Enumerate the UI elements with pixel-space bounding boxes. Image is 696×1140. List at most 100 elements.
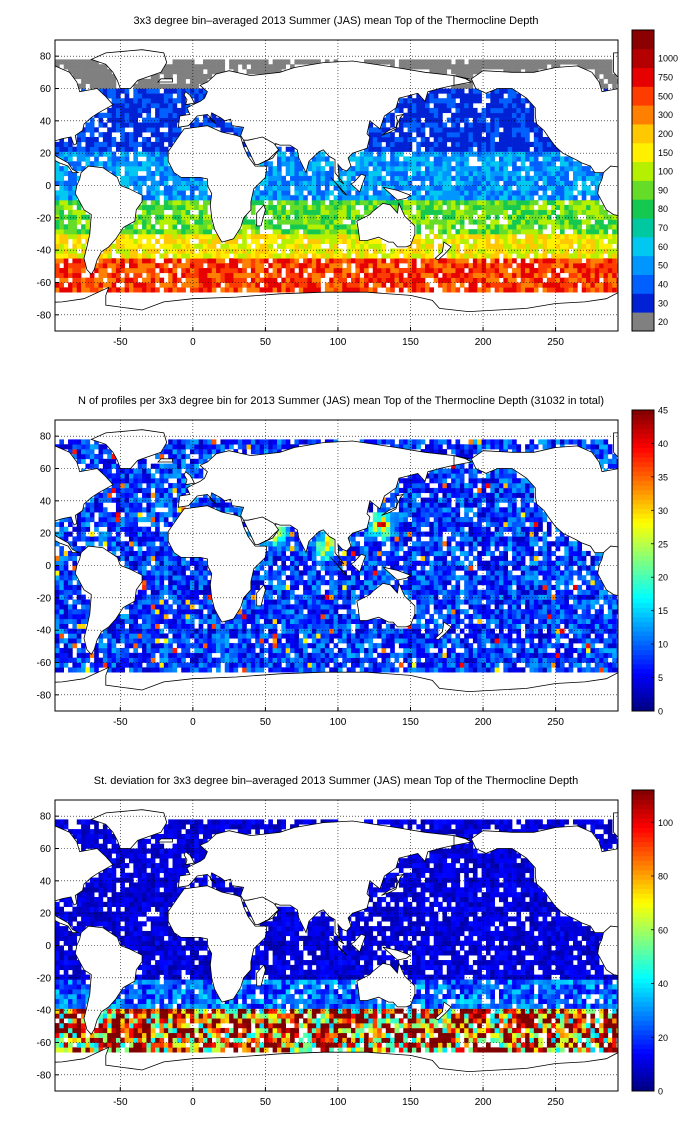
- data-cell: [181, 234, 186, 240]
- data-cell: [233, 267, 239, 274]
- data-cell: [76, 59, 82, 65]
- data-cell: [503, 229, 509, 235]
- data-cell: [564, 253, 569, 259]
- data-cell: [137, 78, 143, 84]
- data-cell: [237, 277, 243, 283]
- data-cell: [89, 287, 95, 293]
- data-cell: [311, 209, 317, 215]
- data-cell: [285, 195, 291, 201]
- data-cell: [464, 103, 469, 109]
- data-cell: [198, 180, 204, 186]
- data-cell: [129, 137, 134, 143]
- data-cell: [420, 103, 426, 109]
- data-cell: [72, 638, 78, 644]
- data-cell: [150, 541, 156, 547]
- data-cell: [616, 224, 618, 230]
- data-cell: [512, 141, 517, 147]
- data-cell: [368, 209, 374, 215]
- data-cell: [355, 243, 361, 249]
- data-cell: [72, 180, 78, 186]
- data-cell: [159, 166, 165, 172]
- data-cell: [76, 550, 82, 557]
- data-cell: [203, 638, 208, 644]
- data-cell: [420, 200, 426, 206]
- data-cell: [420, 195, 426, 201]
- data-cell: [63, 151, 69, 157]
- data-cell: [420, 185, 426, 191]
- data-cell: [89, 272, 95, 278]
- data-cell: [120, 175, 125, 181]
- data-cell: [146, 287, 152, 293]
- data-cell: [385, 137, 391, 143]
- data-cell: [425, 190, 430, 196]
- data-cell: [137, 229, 143, 235]
- data-cell: [464, 69, 469, 75]
- data-cell: [525, 229, 530, 235]
- data-cell: [159, 647, 165, 654]
- data-cell: [81, 546, 86, 552]
- data-cell: [163, 258, 169, 264]
- data-cell: [198, 272, 204, 278]
- data-cell: [272, 185, 278, 191]
- data-cell: [181, 64, 186, 70]
- data-cell: [324, 175, 330, 181]
- data-cell: [533, 200, 539, 206]
- data-cell: [185, 444, 191, 450]
- data-cell: [142, 609, 147, 615]
- data-cell: [616, 229, 618, 235]
- data-cell: [503, 258, 509, 264]
- data-cell: [181, 88, 186, 94]
- data-cell: [586, 59, 591, 65]
- data-cell: [189, 272, 195, 278]
- data-cell: [55, 570, 60, 576]
- data-cell: [142, 219, 147, 225]
- data-cell: [533, 243, 539, 249]
- data-cell: [603, 73, 609, 80]
- data-cell: [172, 623, 178, 629]
- data-cell: [603, 229, 609, 235]
- data-cell: [181, 204, 186, 211]
- data-cell: [155, 647, 160, 654]
- data-cell: [150, 253, 156, 259]
- y-tick-label: 60: [40, 84, 52, 95]
- data-cell: [277, 234, 282, 240]
- data-cell: [381, 190, 387, 196]
- data-cell: [311, 287, 317, 293]
- data-cell: [63, 272, 69, 278]
- data-cell: [546, 180, 552, 186]
- data-cell: [607, 258, 613, 264]
- data-cell: [142, 229, 147, 235]
- data-cell: [59, 604, 64, 610]
- data-cell: [142, 599, 147, 605]
- data-cell: [442, 69, 448, 75]
- data-cell: [81, 137, 86, 143]
- data-cell: [159, 277, 165, 283]
- data-cell: [451, 146, 456, 152]
- data-cell: [577, 258, 583, 264]
- data-cell: [451, 272, 456, 278]
- data-cell: [216, 117, 221, 123]
- data-cell: [150, 555, 156, 561]
- data-cell: [438, 137, 443, 143]
- data-cell: [542, 282, 548, 288]
- data-cell: [107, 258, 112, 264]
- data-cell: [111, 647, 117, 654]
- data-cell: [385, 166, 391, 172]
- data-cell: [115, 546, 121, 552]
- data-cell: [390, 151, 395, 157]
- data-cell: [407, 180, 413, 186]
- data-cell: [150, 507, 156, 513]
- data-cell: [85, 161, 91, 167]
- data-cell: [189, 175, 195, 181]
- data-cell: [102, 258, 108, 264]
- data-cell: [446, 170, 452, 177]
- data-cell: [429, 204, 435, 211]
- data-cell: [263, 209, 269, 215]
- data-cell: [472, 258, 478, 264]
- data-cell: [207, 614, 213, 620]
- data-cell: [168, 439, 173, 445]
- data-cell: [176, 209, 182, 215]
- data-cell: [168, 258, 173, 264]
- data-cell: [459, 229, 465, 235]
- data-cell: [55, 238, 60, 244]
